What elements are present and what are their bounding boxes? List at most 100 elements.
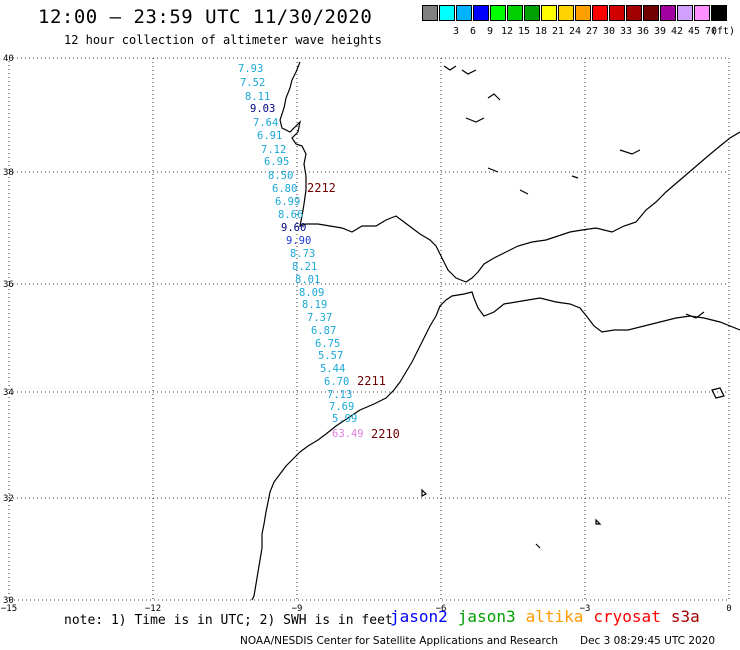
lat-lon-grid	[8, 57, 730, 601]
legend-swatch	[490, 5, 506, 21]
coastline-fragment	[487, 93, 501, 101]
pass-time-labels: 2212 2211 2210	[307, 181, 400, 441]
legend-swatch	[473, 5, 489, 21]
satellite-s3a: s3a	[670, 607, 700, 626]
wave-height-label: 9.03	[250, 103, 275, 115]
legend-swatch-label: 24	[568, 26, 582, 37]
legend-swatch-label: 30	[602, 26, 616, 37]
coastline-fragment	[595, 518, 602, 525]
legend-swatch	[592, 5, 608, 21]
wave-height-label: 7.64	[253, 117, 278, 129]
wave-height-label: 7.52	[240, 77, 265, 89]
legend-swatch	[456, 5, 472, 21]
wave-height-label: 6.80	[272, 183, 297, 195]
satellite-legend: jason2 jason3 altika cryosat s3a	[390, 607, 710, 626]
coastline-fragment	[465, 117, 485, 123]
longitude-tick-label: −12	[145, 604, 161, 614]
latitude-tick-label: 32	[3, 494, 14, 504]
legend-swatch	[660, 5, 676, 21]
wave-height-label: 8.09	[299, 287, 324, 299]
coastline-fragment	[487, 167, 499, 173]
legend-swatch	[626, 5, 642, 21]
coastline-fragment	[519, 189, 529, 195]
map-subtitle: 12 hour collection of altimeter wave hei…	[64, 33, 382, 47]
legend-swatch	[609, 5, 625, 21]
latitude-tick-label: 30	[3, 596, 14, 606]
wave-height-label: 8.19	[302, 299, 327, 311]
wave-height-label: 8.01	[295, 274, 320, 286]
wave-height-label: 9.90	[286, 235, 311, 247]
legend-swatch	[524, 5, 540, 21]
coastline-fragment	[443, 65, 457, 71]
wave-height-label: 8.21	[292, 261, 317, 273]
coastline-fragment	[711, 387, 725, 399]
pass-time-label: 2210	[371, 427, 400, 441]
wave-height-label: 8.73	[290, 248, 315, 260]
legend-swatch-label: 3	[452, 26, 460, 37]
footer-note: note: 1) Time is in UTC; 2) SWH is in fe…	[64, 613, 393, 628]
legend-swatch-label: 45	[687, 26, 701, 37]
satellite-cryosat: cryosat	[593, 607, 661, 626]
satellite-jason2: jason2	[390, 607, 448, 626]
legend-swatch	[507, 5, 523, 21]
legend-swatch	[711, 5, 727, 21]
latitude-tick-label: 40	[3, 54, 14, 64]
longitude-tick-label: −3	[580, 604, 591, 614]
legend-swatch-label: 27	[585, 26, 599, 37]
coastline-fragment	[535, 543, 541, 549]
wave-height-label: 7.93	[238, 63, 263, 75]
wave-height-label: 5.57	[318, 350, 343, 362]
longitude-tick-label: −15	[1, 604, 17, 614]
legend-swatch	[575, 5, 591, 21]
wave-height-label: 6.75	[315, 338, 340, 350]
latitude-tick-label: 36	[3, 280, 14, 290]
legend-swatch	[694, 5, 710, 21]
legend-swatch	[643, 5, 659, 21]
legend-swatch-label: 9	[486, 26, 494, 37]
wave-height-label: 8.66	[278, 209, 303, 221]
legend-swatch	[558, 5, 574, 21]
wave-height-label: 6.70	[324, 376, 349, 388]
coastline-africa	[251, 291, 740, 601]
credit-line: NOAA/NESDIS Center for Satellite Applica…	[240, 635, 558, 647]
coastline-fragment	[421, 488, 428, 497]
wave-height-label: 6.91	[257, 130, 282, 142]
latitude-tick-label: 38	[3, 168, 14, 178]
coastline-fragment	[571, 175, 579, 179]
wave-height-label: 6.87	[311, 325, 336, 337]
coastline-portugal	[279, 61, 740, 283]
generated-timestamp: Dec 3 08:29:45 UTC 2020	[580, 635, 716, 647]
map-title: 12:00 – 23:59 UTC 11/30/2020	[38, 6, 373, 28]
legend-swatch-label: 6	[469, 26, 477, 37]
wave-height-track: 7.93 7.52 8.119.03 7.646.91 7.126.95 8.506.80…	[238, 63, 364, 440]
wave-height-label: 63.49	[332, 428, 364, 440]
satellite-altika: altika	[525, 607, 584, 626]
pass-time-label: 2211	[357, 374, 386, 388]
wave-height-label: 9.60	[281, 222, 306, 234]
wave-height-label: 7.69	[329, 401, 354, 413]
coastline-fragment	[461, 69, 477, 75]
wave-height-label: 7.37	[307, 312, 332, 324]
legend-swatch-label: 39	[653, 26, 667, 37]
longitude-tick-label: −6	[436, 604, 447, 614]
legend-swatch	[541, 5, 557, 21]
pass-time-label: 2212	[307, 181, 336, 195]
legend-swatch-label: 18	[534, 26, 548, 37]
legend-swatch-label: 33	[619, 26, 633, 37]
wave-height-label: 6.95	[264, 156, 289, 168]
legend-swatch	[439, 5, 455, 21]
wave-height-label: 8.11	[245, 91, 270, 103]
legend-swatch-label: 70	[704, 26, 718, 37]
longitude-tick-label: −9	[292, 604, 303, 614]
latitude-tick-label: 34	[3, 388, 14, 398]
color-scale-legend: (ft) 3 6 9 12 15 18 21 24 27 30 33 36 39 42 45 70	[422, 5, 735, 38]
legend-swatch-label: 21	[551, 26, 565, 37]
legend-swatch	[677, 5, 693, 21]
wave-height-label: 7.13	[327, 389, 352, 401]
wave-height-label: 7.12	[261, 144, 286, 156]
coastline	[251, 61, 740, 601]
legend-swatch	[422, 5, 438, 21]
legend-swatch-label: 42	[670, 26, 684, 37]
axis-labels: 40 38 36 34 32 30−15 −12 −9 −6 −3 0	[1, 54, 732, 614]
